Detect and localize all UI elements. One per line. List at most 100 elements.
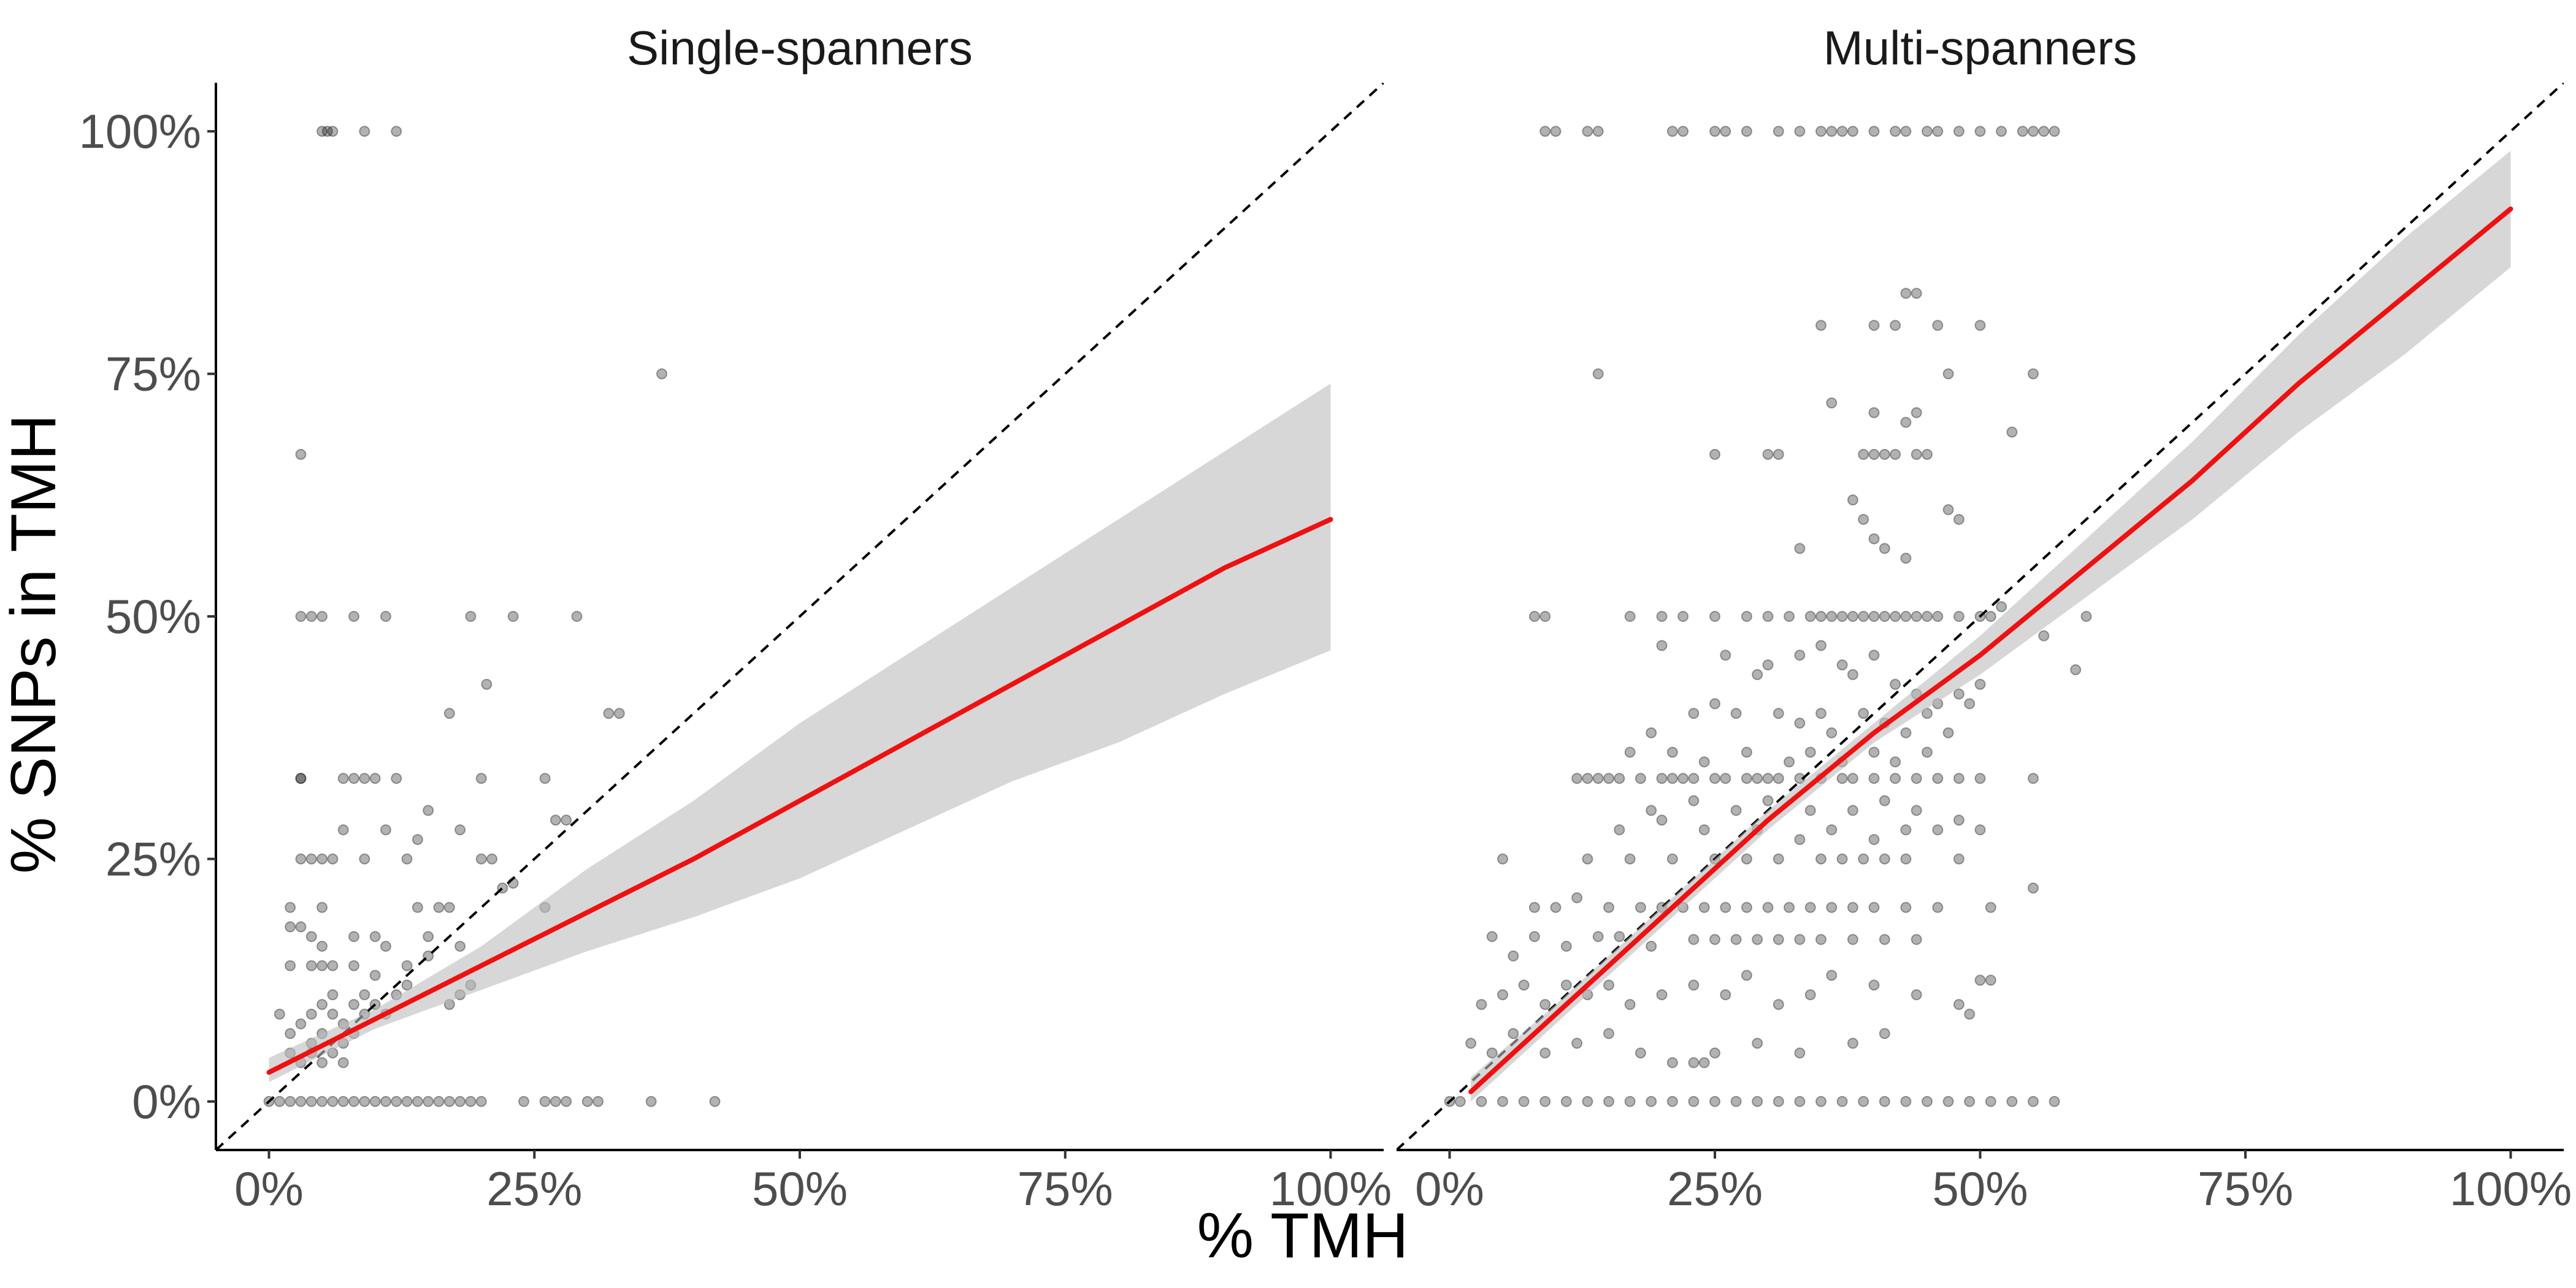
data-point: [1815, 933, 1827, 945]
data-point: [1752, 773, 1763, 784]
data-point: [1582, 773, 1593, 784]
y-tick-label: 0%: [132, 1075, 201, 1129]
y-tick-label: 25%: [105, 832, 201, 886]
data-point: [423, 931, 434, 942]
data-point: [1858, 853, 1869, 865]
data-point: [1624, 999, 1636, 1010]
data-point: [1709, 698, 1720, 710]
data-point: [401, 960, 413, 972]
data-point: [1868, 126, 1880, 137]
data-point: [1922, 126, 1933, 137]
data-point: [1836, 773, 1848, 784]
data-point: [550, 815, 561, 826]
x-tick-label: 50%: [752, 1162, 848, 1216]
data-point: [285, 921, 296, 933]
data-point: [1762, 795, 1774, 807]
data-point: [1847, 773, 1858, 784]
data-point: [1964, 698, 1976, 710]
data-point: [1518, 979, 1530, 991]
data-point: [305, 611, 317, 622]
data-point: [433, 1095, 445, 1107]
data-point: [1666, 746, 1678, 758]
data-point: [1953, 513, 1965, 525]
panel-single-spanners: Single-spanners 0% 25% 50% 75% 100% 0% 25% 50% 75…: [79, 21, 1392, 1216]
data-point: [1582, 126, 1593, 137]
confidence-band: [1471, 150, 2511, 1102]
data-point: [1592, 931, 1604, 942]
data-point: [412, 902, 423, 913]
data-point: [465, 1095, 477, 1107]
data-point: [369, 931, 381, 942]
data-point: [2070, 664, 2082, 675]
data-point: [1603, 1095, 1614, 1107]
data-point: [1804, 902, 1816, 913]
data-point: [1815, 126, 1827, 137]
data-point: [423, 950, 434, 962]
data-point: [1752, 669, 1763, 680]
data-point: [1953, 611, 1965, 622]
x-tick-label: 75%: [1018, 1162, 1113, 1216]
data-point: [1890, 678, 1901, 690]
data-point: [475, 773, 487, 784]
data-point: [1624, 746, 1636, 758]
data-point: [369, 773, 381, 784]
data-point: [539, 1095, 551, 1107]
data-point: [1953, 126, 1965, 137]
data-point: [539, 773, 551, 784]
data-point: [1497, 853, 1508, 865]
data-point: [316, 1057, 328, 1068]
data-point: [1974, 975, 1986, 986]
data-point: [1826, 126, 1838, 137]
data-point: [348, 1095, 360, 1107]
data-point: [1709, 1095, 1720, 1107]
data-point: [1762, 773, 1774, 784]
data-point: [1911, 989, 1922, 1000]
data-point: [1922, 448, 1933, 460]
data-point: [1858, 708, 1869, 719]
data-point: [1890, 756, 1901, 768]
data-point: [274, 1008, 285, 1020]
data-point: [613, 708, 625, 719]
data-point: [1953, 999, 1965, 1010]
data-point: [295, 773, 307, 784]
data-point: [1815, 640, 1827, 651]
data-point: [1730, 1095, 1742, 1107]
data-point: [305, 853, 317, 865]
data-point: [316, 853, 328, 865]
data-point: [1773, 853, 1784, 865]
data-point: [1635, 1047, 1646, 1059]
data-point: [1528, 902, 1540, 913]
data-point: [1911, 288, 1922, 299]
data-point: [401, 1095, 413, 1107]
data-point: [1773, 933, 1784, 945]
data-point: [1836, 611, 1848, 622]
data-point: [1953, 815, 1965, 826]
data-point: [285, 902, 296, 913]
data-point: [1698, 902, 1710, 913]
data-point: [1635, 902, 1646, 913]
data-point: [295, 1018, 307, 1030]
data-point: [1518, 1095, 1530, 1107]
data-point: [1582, 1095, 1593, 1107]
data-point: [581, 1095, 593, 1107]
data-point: [443, 708, 455, 719]
data-point: [1826, 727, 1838, 738]
data-point: [1539, 1047, 1551, 1059]
identity-reference-line: [216, 83, 1384, 1150]
data-point: [2006, 426, 2018, 438]
data-point: [337, 773, 349, 784]
data-point: [1709, 933, 1720, 945]
data-point: [1985, 902, 1996, 913]
data-point: [1784, 902, 1795, 913]
data-point: [1720, 989, 1731, 1000]
data-point: [391, 126, 402, 137]
data-point: [1974, 320, 1986, 331]
data-point: [1985, 975, 1996, 986]
data-point: [1815, 853, 1827, 865]
data-point: [1974, 611, 1986, 622]
data-point: [316, 902, 328, 913]
data-point: [561, 1095, 572, 1107]
data-point: [1794, 834, 1806, 845]
data-point: [1911, 773, 1922, 784]
data-point: [1666, 773, 1678, 784]
